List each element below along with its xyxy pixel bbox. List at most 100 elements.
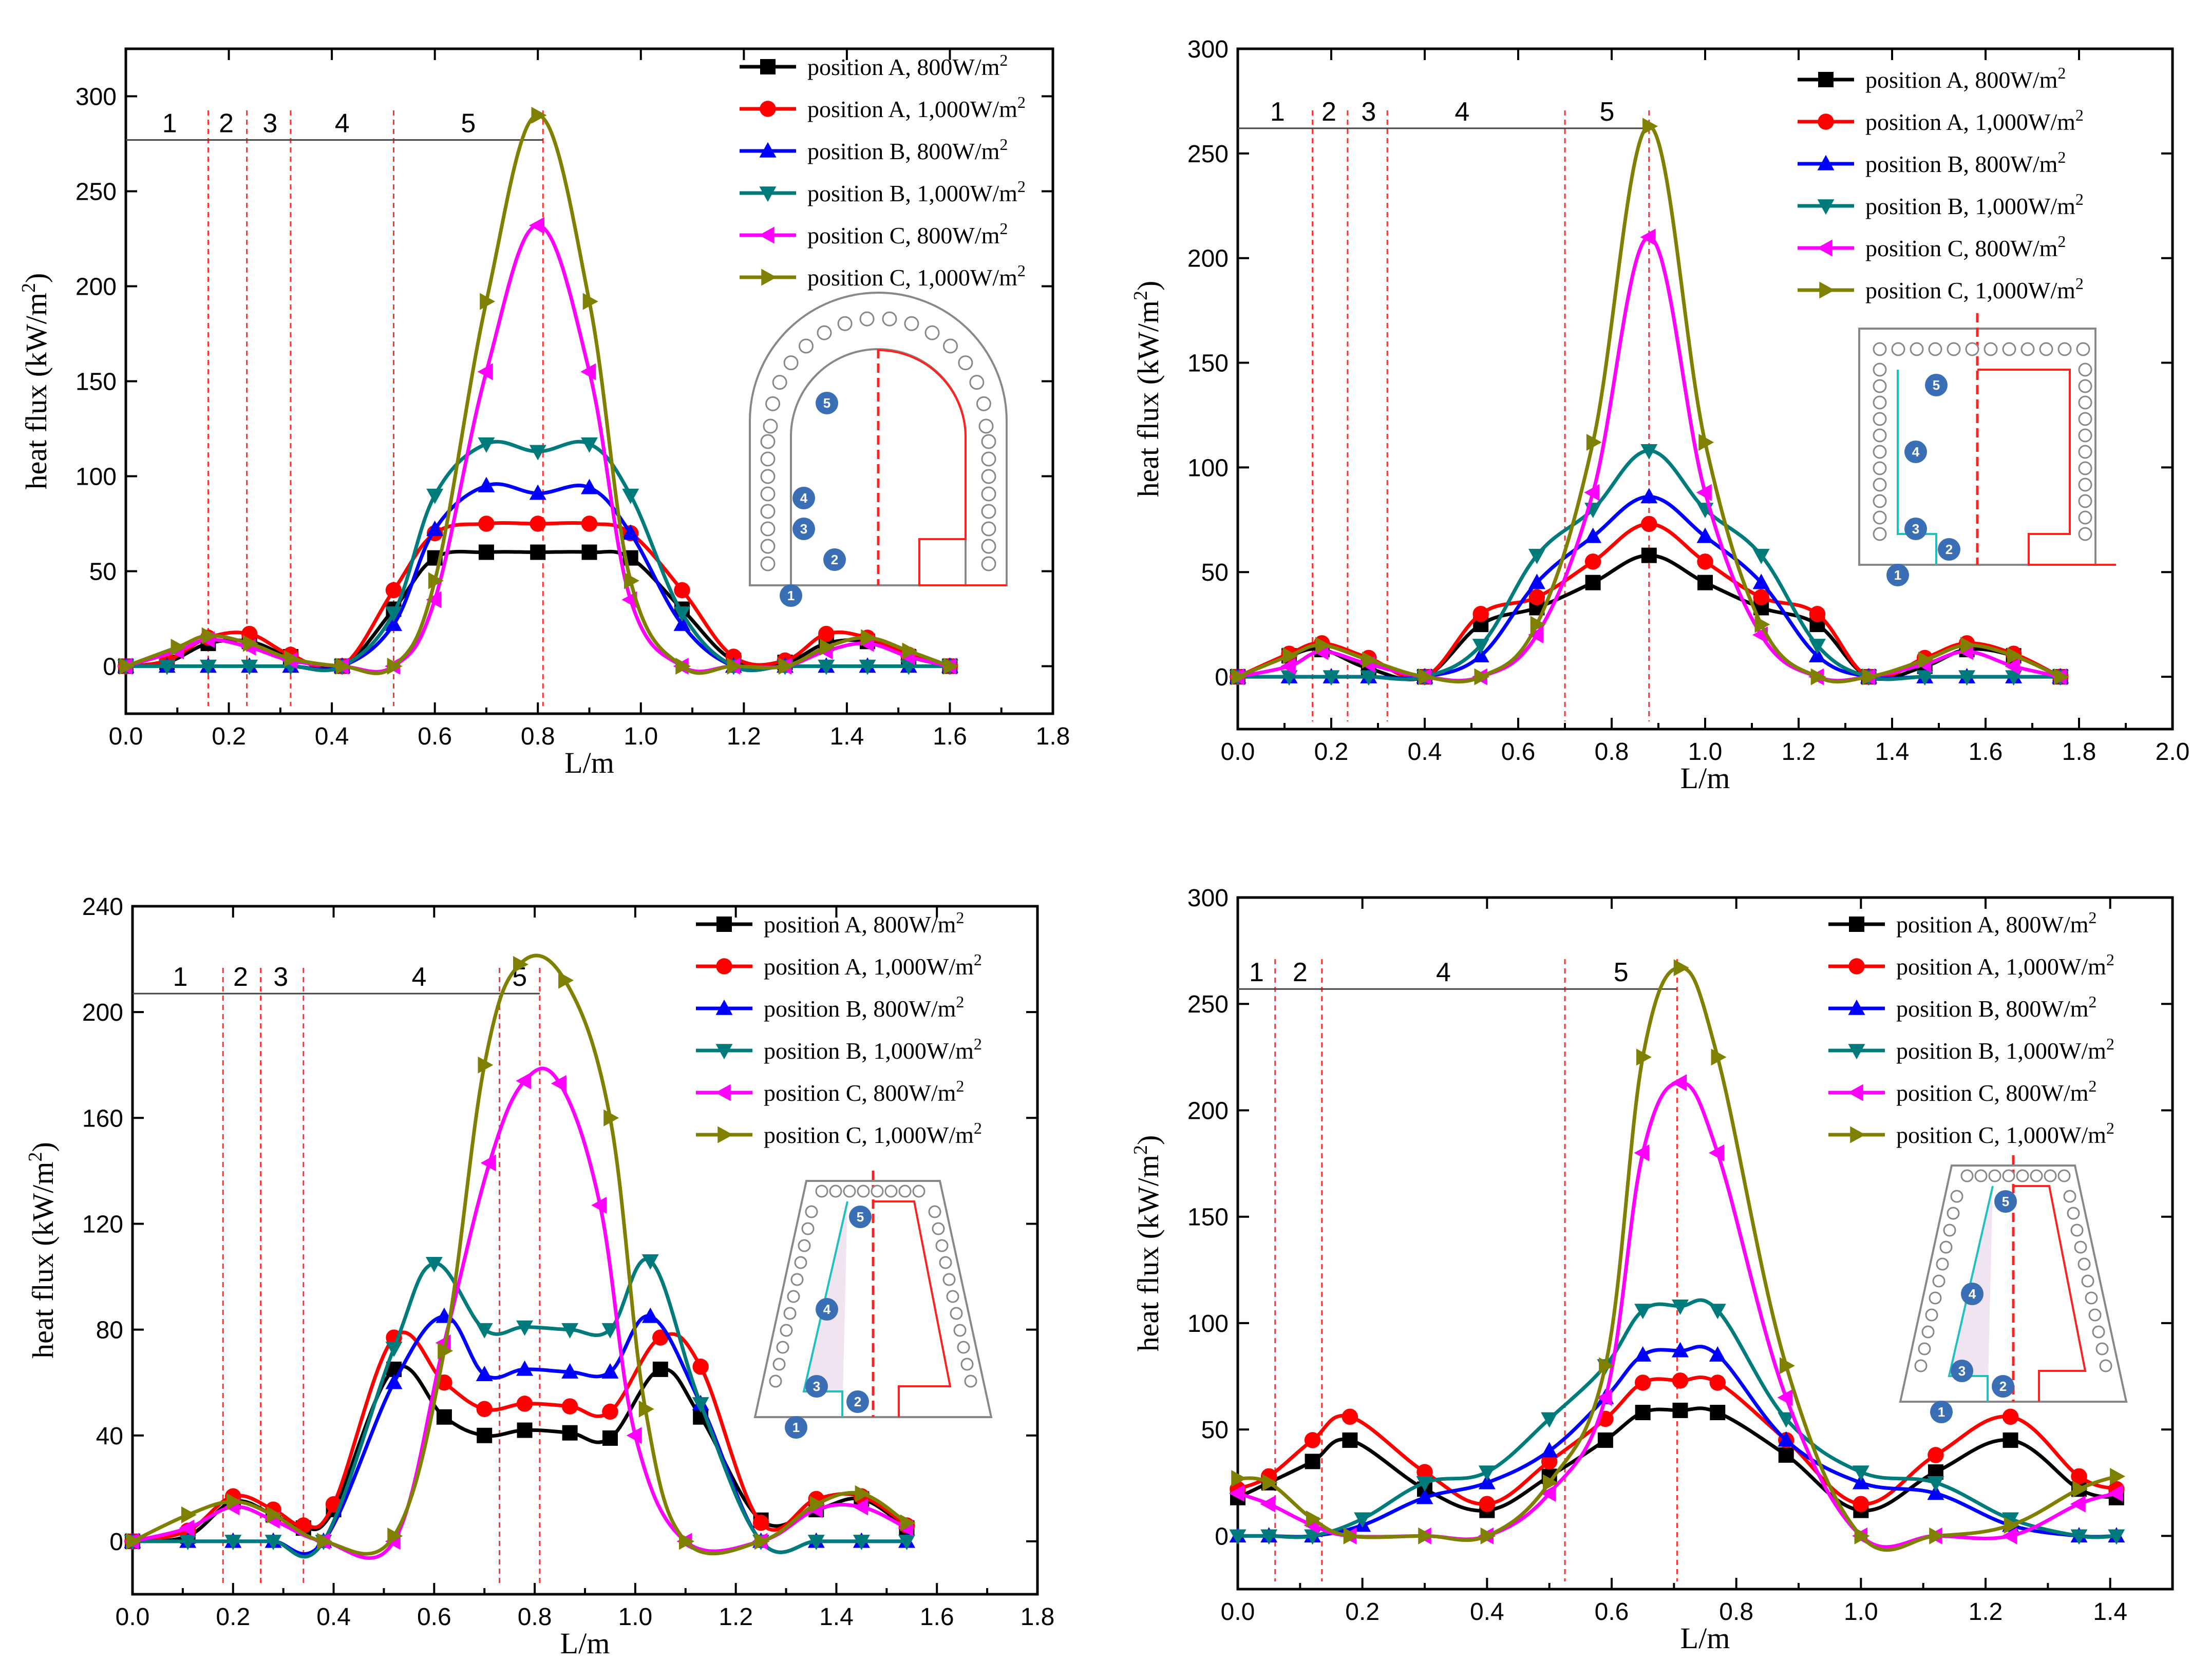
data-point [1596,1389,1612,1406]
region-label: 3 [1361,97,1376,127]
inset-badge [792,487,815,509]
inset-badge-label: 3 [1958,1363,1966,1379]
data-point [1634,1144,1650,1161]
inset-tube [981,504,996,519]
legend-label: position C, 1,000W/m2 [807,261,1026,291]
inset-badge-label: 1 [787,588,795,603]
inset-badge-label: 4 [1912,444,1920,460]
inset-tube [2063,1190,2076,1203]
inset-tube [2078,428,2092,443]
data-point [478,516,495,532]
inset-badge-label: 5 [2002,1194,2009,1209]
data-point [1752,574,1770,589]
inset-tube [2085,1291,2098,1305]
inset-tube [1873,395,1887,410]
y-tick-label: 160 [82,1105,123,1132]
data-point [1709,1304,1726,1320]
data-point [1540,1484,1556,1502]
x-tick-label: 0.2 [216,1603,250,1631]
data-point [1671,1342,1689,1358]
y-axis-title: heat flux (kW/m2) [1130,1135,1165,1352]
inset-tube [2078,362,2092,377]
inset-tube [1873,342,1887,356]
legend-marker [717,1126,733,1143]
data-point [1585,575,1601,590]
legend-marker [1818,113,1834,130]
inset-tube [805,1205,818,1218]
series-line [1237,966,2117,1552]
series-5: position C, 1,000W/m2 [119,107,1026,675]
data-point [1315,637,1331,654]
data-point [158,659,176,675]
data-point [181,1506,197,1523]
data-point [1479,1496,1496,1512]
data-point [1634,1374,1651,1391]
legend-marker [1847,1084,1863,1101]
data-point [477,1427,493,1443]
data-point [1474,668,1490,685]
y-axis-title: heat flux (kW/m2) [18,273,53,490]
data-point [477,363,493,380]
inset-tube [790,1273,804,1286]
x-tick-label: 1.8 [1021,1603,1055,1631]
x-tick-label: 0.0 [109,723,143,750]
data-point [2003,1432,2018,1448]
x-tick-label: 1.0 [618,1603,653,1631]
data-point [1927,1484,1944,1500]
data-point [1673,959,1689,977]
inset-badge-label: 5 [823,395,830,411]
series-5: position C, 1,000W/m2 [126,953,982,1556]
inset-tube [932,1222,945,1235]
data-point [516,1396,533,1412]
x-tick-label: 1.4 [830,723,864,750]
data-point [1696,484,1712,501]
data-point [1528,626,1544,644]
data-point [692,1359,709,1375]
legend-label: position B, 800W/m2 [1896,992,2096,1022]
inset-badge-label: 2 [1999,1379,2007,1394]
inset-tube [817,325,832,340]
data-point [385,582,402,599]
region-label: 4 [412,962,427,992]
series-1: position A, 1,000W/m2 [1230,950,2125,1512]
inset-tube [1960,1169,1974,1182]
inset-tube [957,1341,970,1354]
data-point [476,1401,493,1417]
data-point [478,544,494,560]
inset-tube [2016,1169,2029,1182]
data-point [581,437,598,453]
data-point [385,615,402,631]
data-point [478,476,495,492]
data-point [1640,444,1658,460]
data-point [2001,1527,2017,1544]
data-point [818,625,835,642]
series-5: position C, 1,000W/m2 [1231,118,2084,685]
data-point [1530,616,1546,633]
data-point [2107,1484,2123,1502]
data-point [581,544,597,560]
x-tick-label: 1.8 [2062,738,2096,766]
data-point [1528,574,1545,589]
legend-label: position B, 1,000W/m2 [764,1035,982,1064]
region-label: 4 [1455,97,1469,127]
series-5: position C, 1,000W/m2 [1231,959,2126,1552]
data-point [530,544,546,560]
inset-tube [1921,1325,1935,1339]
legend-marker [715,1084,731,1101]
data-point [2004,1517,2019,1534]
region-label: 5 [461,109,476,139]
data-point [1641,547,1657,563]
x-tick-label: 0.4 [1470,1598,1504,1626]
region-label: 2 [1321,97,1336,127]
data-point [1916,670,1934,686]
data-point [1711,1048,1727,1066]
inset-red-boundary [1977,369,2116,566]
data-point [820,639,836,656]
data-point [1362,651,1378,669]
inset-tube [871,1185,884,1198]
y-tick-label: 250 [1187,991,1229,1018]
x-tick-label: 1.4 [2093,1598,2127,1626]
data-point [1918,651,1934,669]
x-tick-label: 1.4 [1875,738,1910,766]
data-point [1852,1474,1869,1490]
